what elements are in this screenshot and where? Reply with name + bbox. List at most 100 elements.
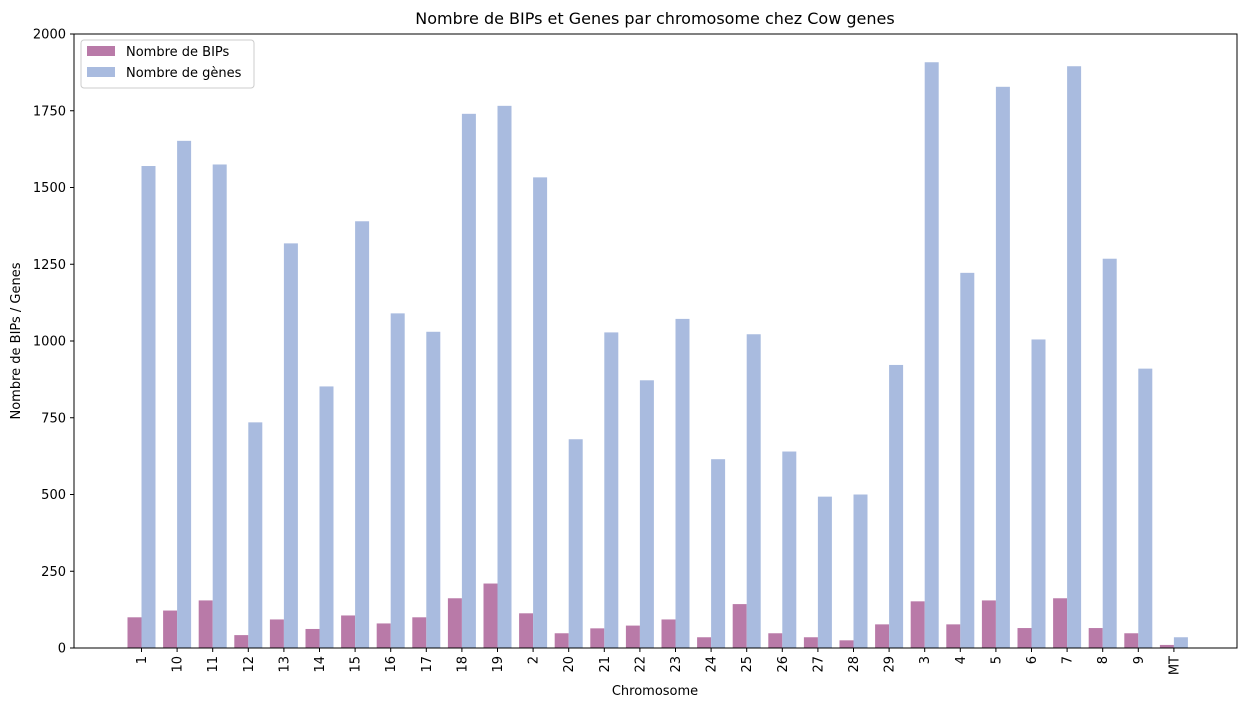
plot-area: 0 250 500 750 1000 1250 1500 1750 2000 1 10 11 12 13 1…: [33, 28, 1238, 675]
y-axis-label: Nombre de BIPs / Genes: [9, 262, 24, 419]
bar-bips-21: [590, 628, 605, 648]
x-tick-label: 10: [171, 656, 186, 673]
bar-bips-6: [1017, 628, 1032, 648]
y-tick-label: 500: [41, 488, 66, 503]
bar-genes-13: [283, 243, 298, 648]
bar-genes-25: [746, 334, 761, 648]
bar-genes-3: [924, 62, 939, 648]
bar-genes-23: [675, 318, 690, 648]
bar-bips-8: [1088, 628, 1103, 648]
x-tick-label: 3: [918, 656, 933, 664]
bar-genes-11: [212, 164, 227, 648]
x-tick-label: 8: [1096, 656, 1111, 664]
bar-genes-24: [711, 459, 726, 648]
x-tick-label: 22: [633, 656, 648, 673]
bar-bips-18: [447, 598, 462, 648]
bar-genes-16: [390, 313, 405, 648]
bar-genes-10: [177, 140, 192, 648]
bar-genes-22: [639, 380, 654, 648]
x-tick-label: 21: [598, 656, 613, 673]
bar-genes-1: [141, 166, 156, 648]
bar-genes-28: [853, 494, 868, 648]
x-tick-label: 1: [135, 656, 150, 664]
bar-genes-MT: [1173, 637, 1188, 648]
y-tick-label: 2000: [33, 28, 66, 43]
bar-bips-17: [412, 617, 427, 648]
bar-bips-23: [661, 619, 676, 648]
bar-genes-29: [889, 364, 904, 648]
bar-bips-22: [625, 625, 640, 648]
bar-bips-5: [981, 600, 996, 648]
bar-bips-1: [127, 617, 142, 648]
x-tick-label: 16: [384, 656, 399, 673]
x-tick-label: 20: [562, 656, 577, 673]
bar-genes-4: [960, 272, 975, 648]
bar-bips-7: [1053, 598, 1068, 648]
y-tick-label: 250: [41, 565, 66, 580]
bar-bips-10: [163, 610, 178, 648]
x-tick-label: 4: [954, 656, 969, 664]
bar-bips-27: [803, 637, 818, 648]
bar-bips-29: [875, 624, 890, 648]
bar-bips-4: [946, 624, 961, 648]
y-tick-label: 1000: [33, 335, 66, 350]
y-tick-label: 0: [58, 642, 66, 657]
x-tick-label: 28: [847, 656, 862, 673]
bar-genes-20: [568, 439, 583, 648]
x-tick-label: 26: [776, 656, 791, 673]
bar-genes-8: [1102, 258, 1117, 648]
bar-bips-9: [1124, 633, 1139, 648]
bar-bips-24: [697, 637, 712, 648]
x-tick-label: 6: [1025, 656, 1040, 664]
bar-bips-14: [305, 628, 320, 648]
x-tick-label: 7: [1061, 656, 1076, 664]
y-tick-label: 750: [41, 411, 66, 426]
y-tick-label: 1250: [33, 258, 66, 273]
chart-title: Nombre de BIPs et Genes par chromosome c…: [415, 9, 894, 28]
legend-swatch: [87, 67, 115, 77]
bar-genes-12: [248, 422, 263, 648]
y-tick-label: 1500: [33, 181, 66, 196]
legend: Nombre de BIPs Nombre de gènes: [80, 39, 255, 89]
x-tick-label: 14: [313, 656, 328, 673]
legend-swatch: [87, 46, 115, 56]
bar-genes-26: [782, 451, 797, 648]
bar-genes-21: [604, 332, 619, 648]
legend-label: Nombre de BIPs: [126, 45, 230, 60]
x-tick-label: 19: [491, 656, 506, 673]
x-tick-label: 5: [989, 656, 1004, 664]
x-tick-label: 27: [811, 656, 826, 673]
bar-genes-14: [319, 386, 334, 648]
x-tick-label: 24: [705, 656, 720, 673]
bar-bips-12: [234, 635, 249, 648]
bar-bips-19: [483, 583, 498, 648]
bar-bips-3: [910, 601, 925, 648]
x-tick-label: 18: [455, 656, 470, 673]
x-tick-label: 25: [740, 656, 755, 673]
bar-bips-28: [839, 640, 854, 648]
bar-genes-6: [1031, 339, 1046, 648]
x-tick-label: 2: [527, 656, 542, 664]
x-tick-label: 11: [206, 656, 221, 673]
legend-label: Nombre de gènes: [126, 66, 242, 81]
bar-genes-15: [355, 221, 370, 648]
bar-bips-15: [341, 615, 356, 648]
x-tick-label: 9: [1132, 656, 1147, 664]
bar-bips-13: [269, 619, 284, 648]
bar-genes-19: [497, 105, 512, 648]
bar-bips-16: [376, 623, 391, 648]
legend-box: [80, 39, 255, 89]
x-tick-label: 17: [420, 656, 435, 673]
y-tick-label: 1750: [33, 104, 66, 119]
x-axis-label: Chromosome: [612, 684, 698, 699]
x-tick-label: 12: [242, 656, 257, 673]
bar-bips-25: [732, 604, 747, 648]
x-tick-label: 23: [669, 656, 684, 673]
bar-genes-7: [1067, 66, 1082, 649]
bar-genes-27: [817, 496, 832, 648]
bar-genes-2: [533, 177, 548, 648]
x-tick-label: MT: [1167, 656, 1182, 675]
bar-genes-5: [995, 86, 1010, 648]
